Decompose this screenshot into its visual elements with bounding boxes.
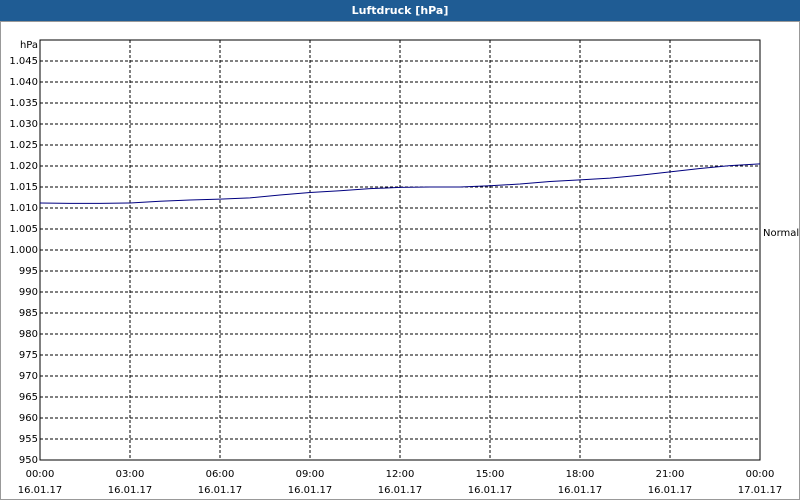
y-tick-label: 1.030 <box>9 119 38 130</box>
x-tick-label: 00:00 <box>746 469 775 480</box>
y-tick-label: 1.035 <box>9 98 38 109</box>
title-bar <box>0 0 800 21</box>
y-tick-label: 955 <box>19 434 38 445</box>
x-tick-label: 06:00 <box>206 469 235 480</box>
x-tick-date: 16.01.17 <box>288 485 333 496</box>
x-tick-date: 16.01.17 <box>558 485 603 496</box>
y-tick-label: 975 <box>19 350 38 361</box>
x-tick-label: 18:00 <box>566 469 595 480</box>
x-tick-label: 12:00 <box>386 469 415 480</box>
x-tick-label: 09:00 <box>296 469 325 480</box>
annotation: Normal <box>763 228 799 239</box>
y-tick-label: 1.010 <box>9 203 38 214</box>
x-tick-date: 16.01.17 <box>648 485 693 496</box>
y-tick-label: 980 <box>19 329 38 340</box>
y-tick-label: 1.000 <box>9 245 38 256</box>
y-unit: hPa <box>20 40 38 51</box>
y-tick-label: 1.040 <box>9 77 38 88</box>
x-tick-date: 16.01.17 <box>198 485 243 496</box>
x-tick-label: 21:00 <box>656 469 685 480</box>
y-tick-label: 1.015 <box>9 182 38 193</box>
y-tick-label: 990 <box>19 287 38 298</box>
y-tick-label: 960 <box>19 413 38 424</box>
x-tick-label: 03:00 <box>116 469 145 480</box>
y-tick-label: 965 <box>19 392 38 403</box>
x-tick-date: 16.01.17 <box>108 485 153 496</box>
y-tick-label: 950 <box>19 455 38 466</box>
y-tick-label: 970 <box>19 371 38 382</box>
line-series <box>39 163 761 204</box>
x-tick-label: 00:00 <box>26 469 55 480</box>
x-tick-date: 16.01.17 <box>18 485 63 496</box>
x-tick-date: 16.01.17 <box>468 485 513 496</box>
y-tick-label: 1.045 <box>9 56 38 67</box>
y-tick-label: 1.020 <box>9 161 38 172</box>
x-tick-date: 17.01.17 <box>738 485 783 496</box>
y-tick-label: 995 <box>19 266 38 277</box>
y-tick-label: 1.005 <box>9 224 38 235</box>
y-tick-label: 1.025 <box>9 140 38 151</box>
x-tick-label: 15:00 <box>476 469 505 480</box>
x-tick-date: 16.01.17 <box>378 485 423 496</box>
chart-title: Luftdruck [hPa] <box>352 4 449 17</box>
y-tick-label: 985 <box>19 308 38 319</box>
